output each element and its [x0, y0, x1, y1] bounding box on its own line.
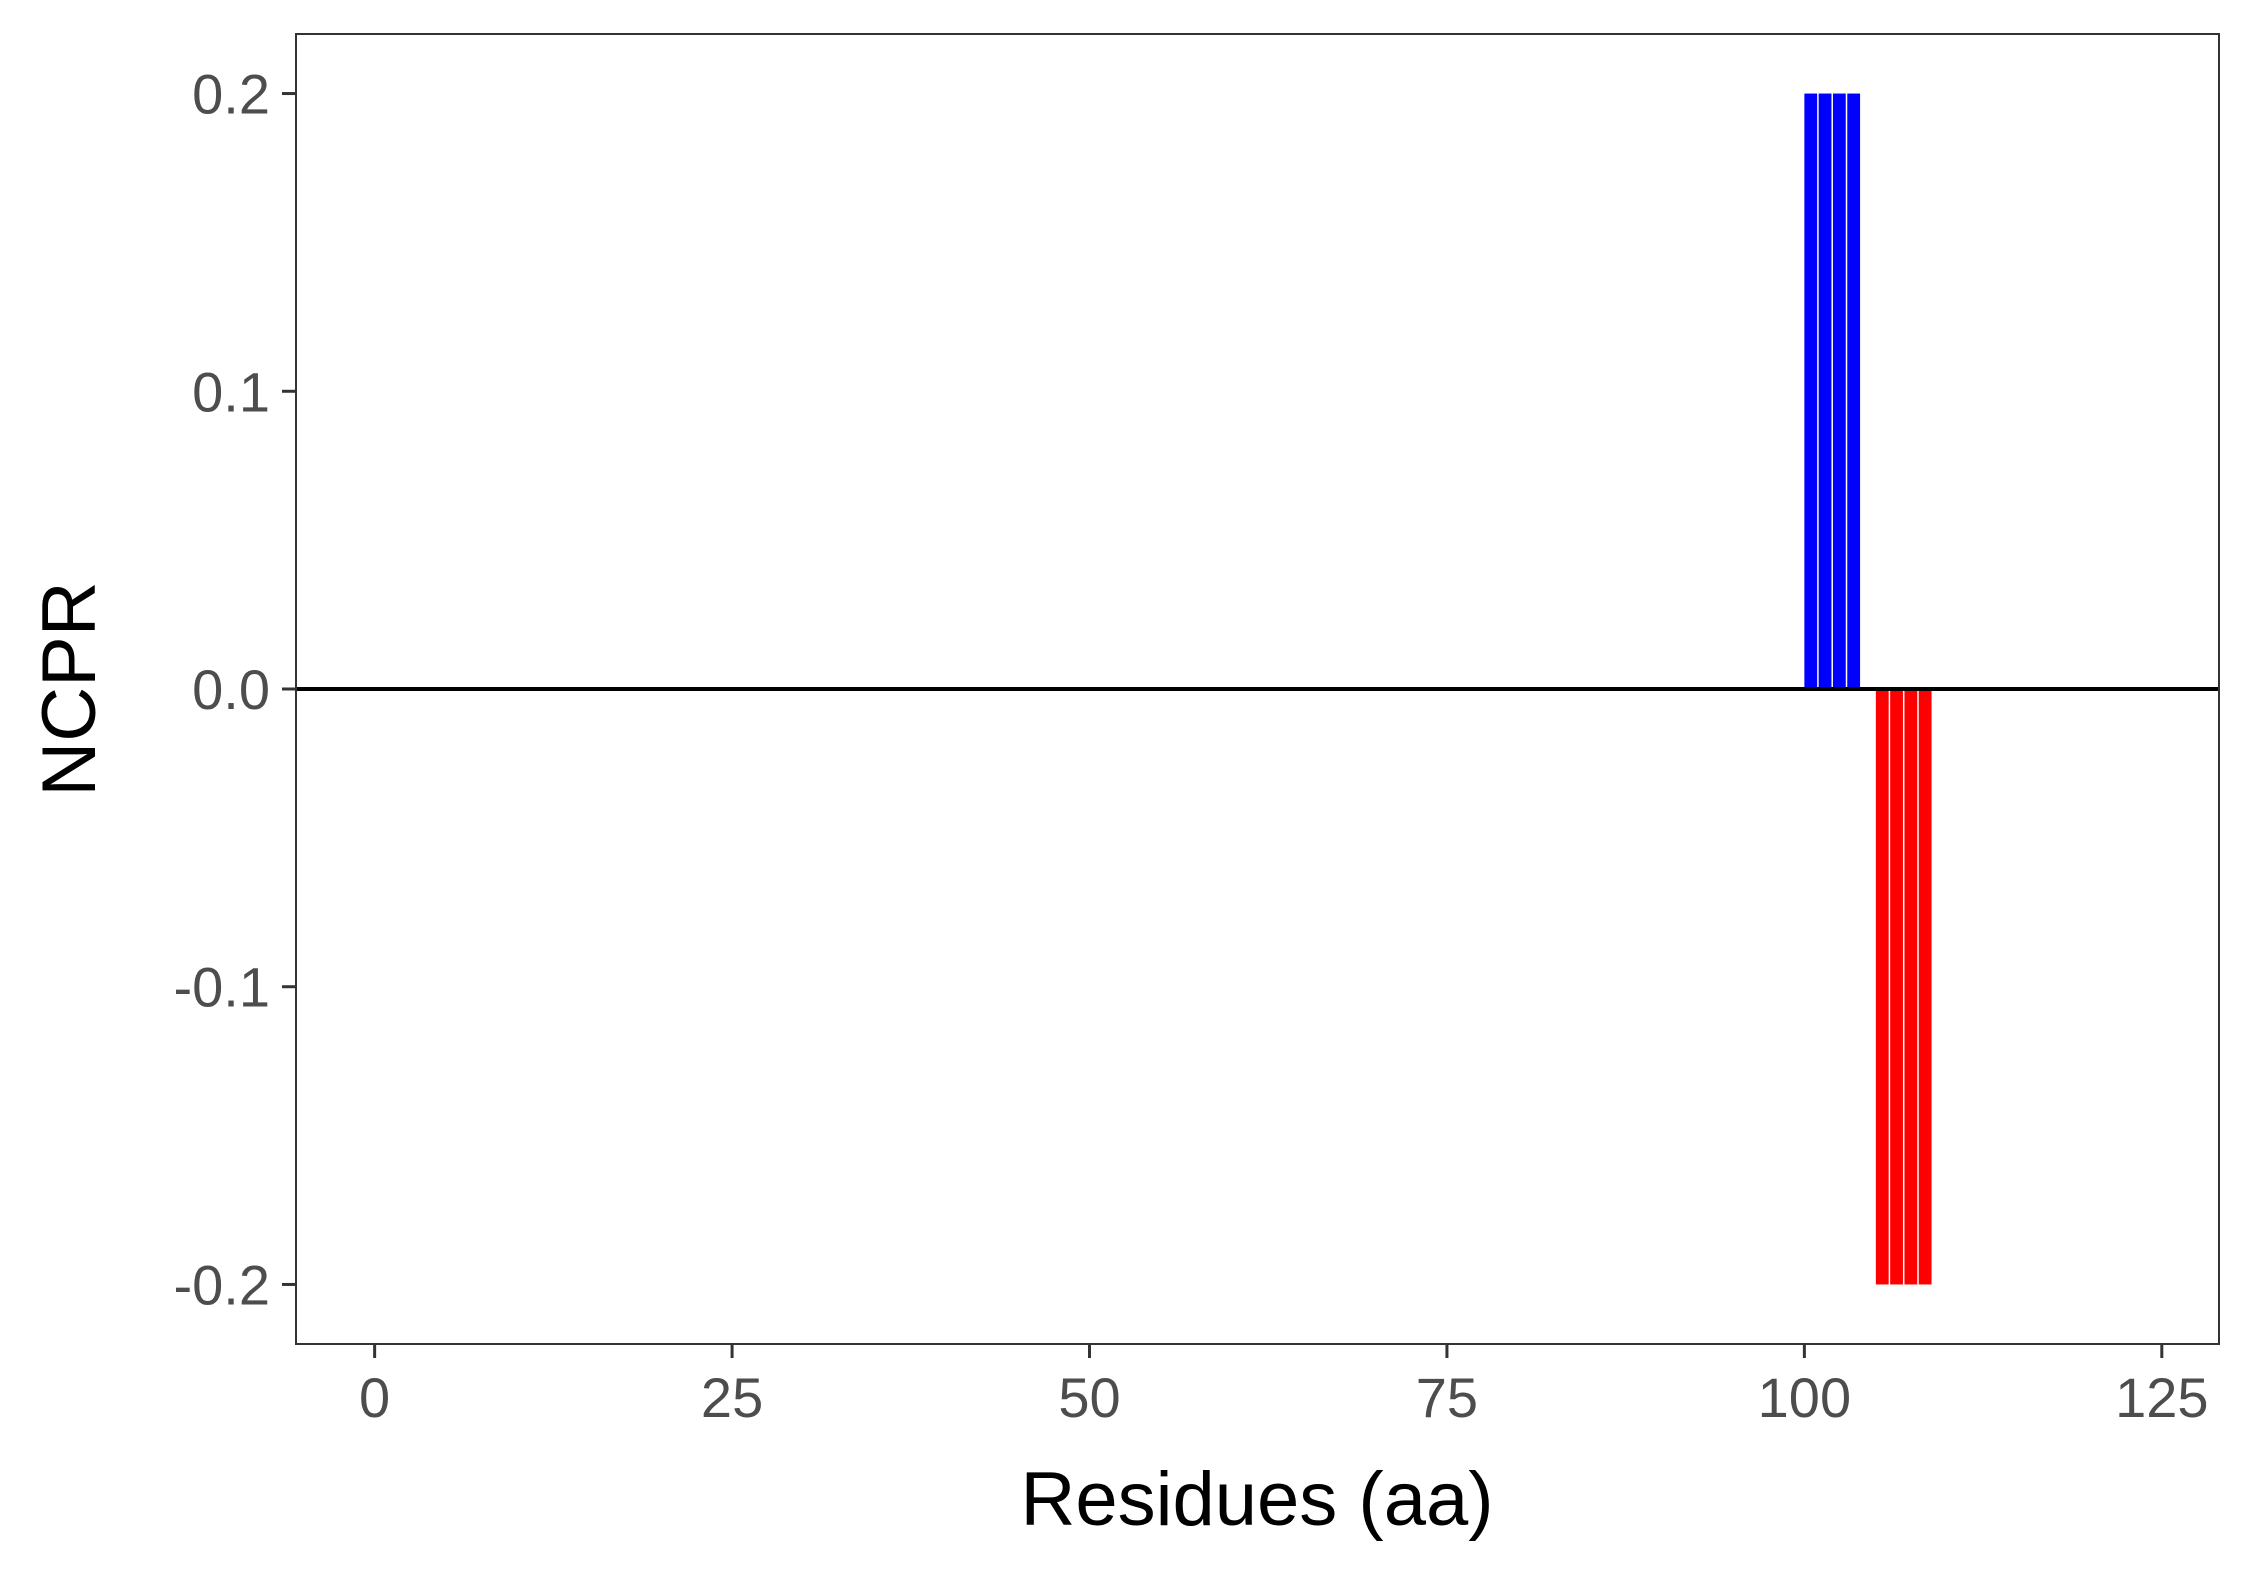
y-tick-label: -0.2: [174, 1253, 271, 1316]
x-axis-title: Residues (aa): [1020, 1457, 1493, 1542]
y-axis-title: NCPR: [27, 581, 112, 796]
bars-group: [1804, 93, 1932, 1285]
x-tick-label: 100: [1758, 1366, 1851, 1429]
y-tick-label: 0.2: [192, 63, 270, 126]
x-tick-label: 25: [701, 1366, 763, 1429]
positive-bar-100: [1804, 93, 1818, 689]
positive-bar-101: [1818, 93, 1832, 689]
y-axis: -0.2 -0.1 0.0 0.1 0.2: [174, 63, 296, 1316]
negative-bar-106: [1890, 689, 1903, 1285]
y-tick-label: 0.0: [192, 658, 270, 721]
x-axis: 0 25 50 75 100 125: [359, 1344, 2209, 1429]
positive-bar-102: [1832, 93, 1846, 689]
negative-bar-107: [1904, 689, 1918, 1285]
positive-bar-103: [1847, 93, 1861, 689]
x-tick-label: 75: [1416, 1366, 1478, 1429]
x-tick-label: 0: [359, 1366, 390, 1429]
x-tick-label: 50: [1058, 1366, 1120, 1429]
y-tick-label: -0.1: [174, 956, 271, 1019]
x-tick-label: 125: [2115, 1366, 2208, 1429]
negative-bar-108: [1918, 689, 1932, 1285]
negative-bar-105: [1875, 689, 1889, 1285]
y-tick-label: 0.1: [192, 360, 270, 423]
